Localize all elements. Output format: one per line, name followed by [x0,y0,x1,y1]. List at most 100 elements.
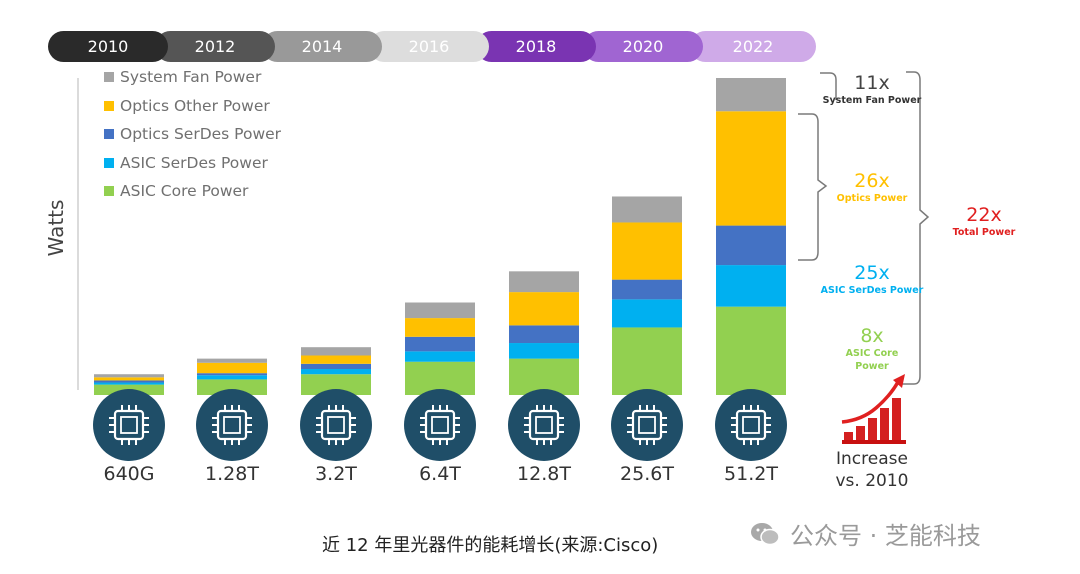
x-tick-label: 51.2T [724,463,778,485]
bar-segment [301,347,371,356]
x-tick-label: 25.6T [620,463,674,485]
wechat-icon [751,522,780,545]
bar-segment [197,379,267,395]
bar-segment [716,78,786,112]
bar-segment [612,222,682,280]
bar-segment [716,225,786,266]
chip-icon-core [327,416,345,434]
legend-item: System Fan Power [104,68,261,86]
x-tick-label: 1.28T [205,463,259,485]
chip-icon-core [535,416,553,434]
increase-line-2: vs. 2010 [835,471,909,491]
annotation: 8x ASIC Core Power [807,325,937,373]
bar-segment [197,373,267,376]
bar-segment [301,363,371,370]
bar-segment [405,318,475,337]
bar-segment [405,336,475,352]
chip-icon-core [120,416,138,434]
timeline-year-2022: 2022 [690,31,816,62]
increase-icon-bar [892,398,901,440]
legend-label: Optics SerDes Power [120,125,282,143]
bar-segment [612,327,682,395]
increase-icon-bar [868,418,877,440]
x-tick-label: 6.4T [419,463,461,485]
annotation: 25x ASIC SerDes Power [807,262,937,297]
bracket-total [896,71,930,385]
legend-label: ASIC SerDes Power [120,153,268,172]
bar-segment [94,380,164,383]
chip-icon [404,389,476,461]
increase-icon-bar [856,426,865,440]
x-tick-label: 3.2T [315,463,357,485]
chip-icon [93,389,165,461]
annotation-value: 26x [854,170,890,192]
annotation: 22x Total Power [919,204,1049,239]
bar-segment [716,111,786,226]
increase-icon-base [842,440,906,444]
legend-item: Optics SerDes Power [104,125,281,143]
increase-icon-arrowhead [893,374,905,388]
bar-segment [716,306,786,395]
bar-segment [301,374,371,395]
legend-label: ASIC Core Power [120,182,249,200]
annotation-value: 25x [854,262,890,284]
chip-icon-core [431,416,449,434]
timeline-year-2018: 2018 [476,31,596,62]
legend-swatch [104,100,114,111]
annotation-value: 22x [966,204,1002,226]
timeline-year-2020: 2020 [583,31,703,62]
annotation-label: Total Power [952,227,1016,238]
annotation: 11x System Fan Power [807,72,937,107]
timeline-year-2016: 2016 [369,31,489,62]
bar-segment [301,355,371,364]
legend-swatch [104,129,114,139]
annotation-label: Optics Power [836,193,908,204]
chip-icon [715,389,787,461]
annotation-label: ASIC SerDes Power [820,285,924,296]
annotation-label: ASIC Core Power [845,348,899,372]
chip-icon [196,389,268,461]
legend-label: System Fan Power [120,68,262,86]
wechat-watermark: 公众号 · 芝能科技 [750,516,981,551]
legend-swatch [104,186,114,196]
legend-item: ASIC Core Power [104,182,248,200]
chip-icon [508,389,580,461]
year-timeline: 2022 2020 2018 2016 2014 2012 2010 [48,31,816,62]
timeline-year-2010: 2010 [48,31,168,62]
watermark-text: 公众号 · 芝能科技 [790,522,981,550]
chip-icon-core [638,416,656,434]
bracket-optics [798,113,828,261]
chip-icon-core [223,416,241,434]
bar-segment [94,374,164,378]
legend-swatch [104,157,114,168]
x-tick-label: 12.8T [517,463,571,485]
bar-segment [197,362,267,374]
bar-segment [716,265,786,307]
bar-segment [301,369,371,375]
annotation: 26x Optics Power [807,170,937,205]
legend-item: Optics Other Power [104,97,270,115]
x-tick-label: 640G [103,463,155,485]
legend-item: ASIC SerDes Power [104,154,268,172]
increase-icon-arrow [841,381,900,424]
timeline-year-2012: 2012 [155,31,275,62]
bar-segment [509,325,579,344]
bar-segment [94,377,164,381]
legend-label: Optics Other Power [120,96,270,115]
bar-segment [94,382,164,385]
bar-segment [612,279,682,300]
bar-segment [612,299,682,328]
bar-segment [405,351,475,362]
annotation-label: System Fan Power [822,95,922,106]
chip-icon [300,389,372,461]
bar-segment [509,358,579,395]
bracket-fan [820,72,837,100]
bar-segment [197,358,267,363]
annotation-value: 11x [854,72,890,94]
increase-line-1: Increase [836,449,908,469]
legend-swatch [104,72,114,82]
bar-segment [197,375,267,380]
bar-segment [509,343,579,359]
chip-icon-core [742,416,760,434]
increase-label: Increase vs. 2010 [818,448,926,492]
